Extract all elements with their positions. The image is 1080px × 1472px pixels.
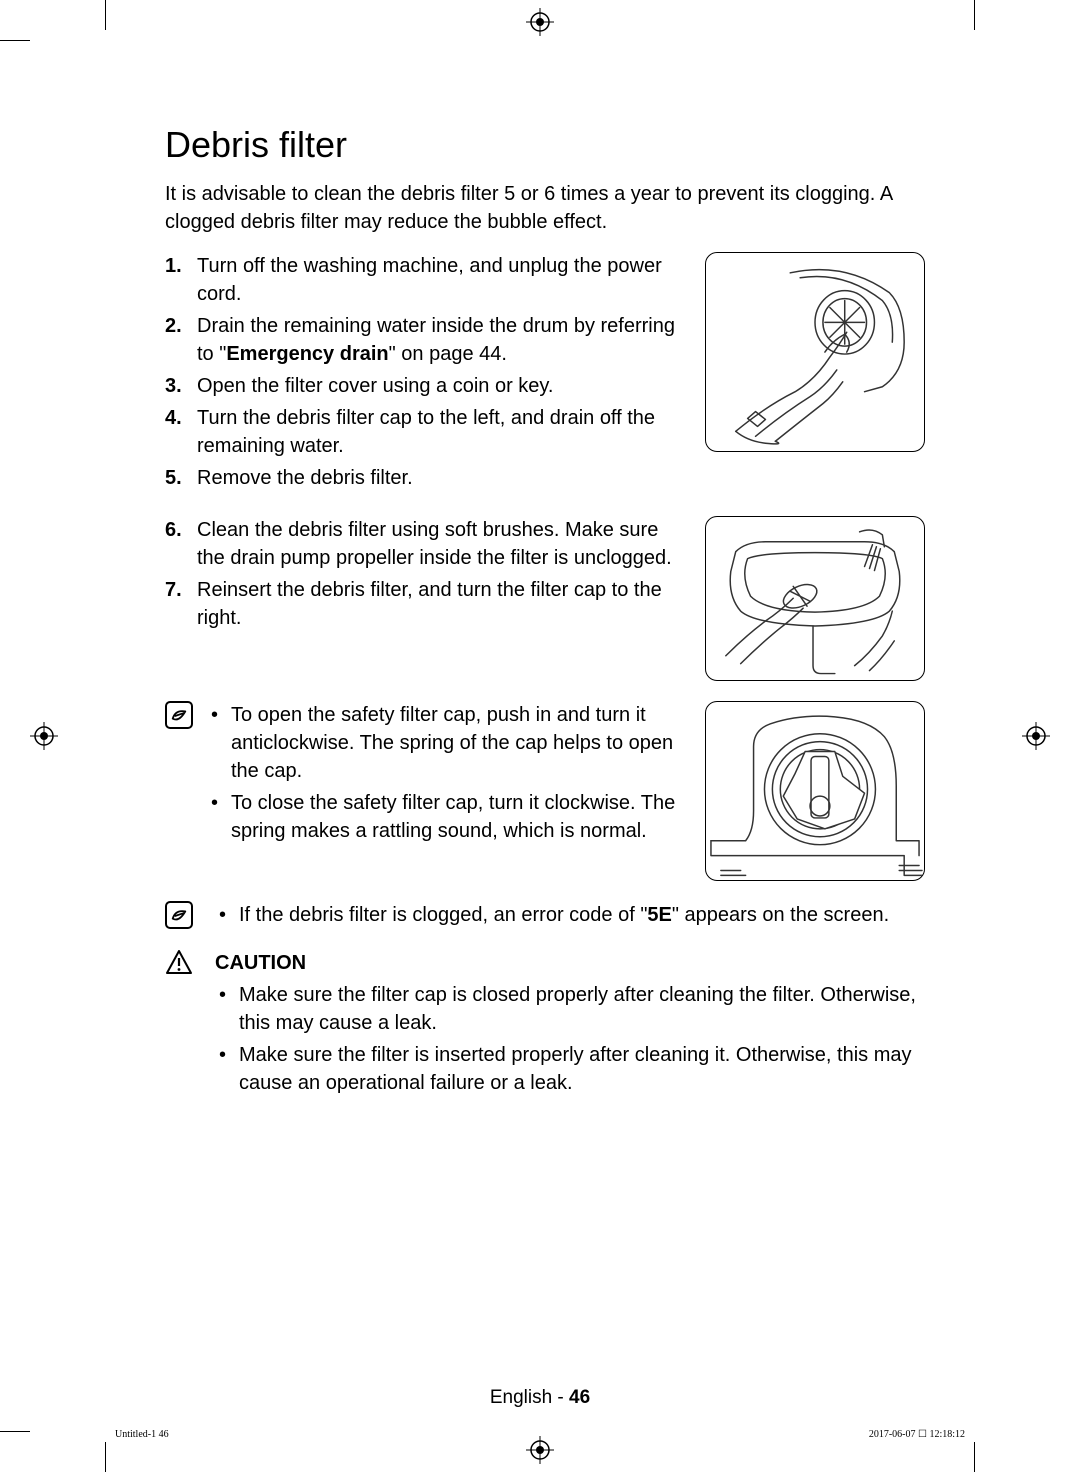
steps-block-1: Turn off the washing machine, and unplug…	[165, 252, 925, 496]
step-item: Remove the debris filter.	[165, 464, 685, 492]
page-title: Debris filter	[165, 120, 925, 170]
caution-label: CAUTION	[215, 949, 925, 977]
step-item: Turn the debris filter cap to the left, …	[165, 404, 685, 460]
note-icon	[165, 901, 195, 929]
note-text: If the debris filter is clogged, an erro…	[239, 904, 647, 926]
note-block-1: To open the safety filter cap, push in a…	[165, 701, 925, 881]
filter-clean-illustration	[706, 517, 924, 681]
registration-mark-icon	[30, 722, 58, 750]
step-item: Drain the remaining water inside the dru…	[165, 312, 685, 368]
crop-mark	[974, 0, 975, 30]
registration-mark-icon	[526, 1436, 554, 1464]
caution-list: Make sure the filter cap is closed prope…	[215, 981, 925, 1097]
note-item: If the debris filter is clogged, an erro…	[239, 901, 925, 929]
step-text: " on page 44.	[389, 343, 507, 365]
step-list: Clean the debris filter using soft brush…	[165, 516, 685, 632]
note-block-2: If the debris filter is clogged, an erro…	[165, 901, 925, 933]
page-footer: English - 46	[0, 1385, 1080, 1412]
caution-block: CAUTION Make sure the filter cap is clos…	[165, 949, 925, 1101]
filter-cap-illustration	[706, 702, 924, 880]
crop-mark	[0, 40, 30, 41]
figure-2	[705, 516, 925, 681]
note-text-bold: 5E	[647, 904, 671, 926]
note-list: If the debris filter is clogged, an erro…	[215, 901, 925, 929]
note-item: To open the safety filter cap, push in a…	[231, 701, 685, 785]
caution-item: Make sure the filter cap is closed prope…	[239, 981, 925, 1037]
caution-item: Make sure the filter is inserted properl…	[239, 1041, 925, 1097]
step-item: Open the filter cover using a coin or ke…	[165, 372, 685, 400]
registration-mark-icon	[1022, 722, 1050, 750]
footer-page-number: 46	[569, 1387, 590, 1408]
crop-mark	[105, 0, 106, 30]
note-text: " appears on the screen.	[672, 904, 889, 926]
caution-icon	[165, 949, 195, 983]
step-text-bold: Emergency drain	[226, 343, 388, 365]
crop-mark	[105, 1442, 106, 1472]
footer-language: English -	[490, 1387, 569, 1408]
crop-mark	[974, 1442, 975, 1472]
registration-mark-icon	[526, 8, 554, 36]
step-item: Reinsert the debris filter, and turn the…	[165, 576, 685, 632]
step-item: Turn off the washing machine, and unplug…	[165, 252, 685, 308]
note-item: To close the safety filter cap, turn it …	[231, 789, 685, 845]
page-content: Debris filter It is advisable to clean t…	[165, 120, 925, 1117]
footer-meta-left: Untitled-1 46	[115, 1428, 169, 1442]
crop-mark	[0, 1431, 30, 1432]
steps-block-2: Clean the debris filter using soft brush…	[165, 516, 925, 681]
figure-3	[705, 701, 925, 881]
intro-text: It is advisable to clean the debris filt…	[165, 180, 925, 236]
note-icon	[165, 701, 195, 849]
note-list: To open the safety filter cap, push in a…	[207, 701, 685, 849]
step-item: Clean the debris filter using soft brush…	[165, 516, 685, 572]
step-list: Turn off the washing machine, and unplug…	[165, 252, 685, 492]
footer-meta-right: 2017-06-07 ☐ 12:18:12	[869, 1428, 965, 1442]
figure-1	[705, 252, 925, 452]
filter-remove-illustration	[706, 253, 924, 451]
